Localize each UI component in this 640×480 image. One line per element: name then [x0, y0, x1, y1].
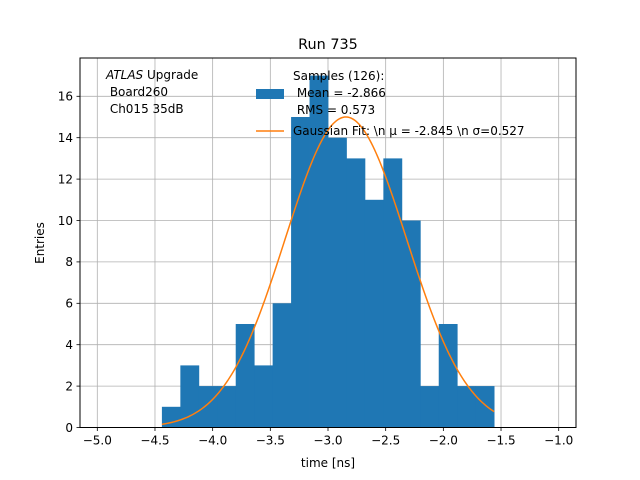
x-tick-label: −4.0	[198, 434, 227, 448]
y-tick-label: 12	[58, 172, 73, 186]
y-axis-label: Entries	[33, 222, 47, 264]
gaussian-fit-curve	[161, 116, 495, 426]
y-tick-label: 2	[65, 379, 73, 393]
histogram-bar	[254, 365, 274, 428]
x-tick-label: −1.0	[544, 434, 573, 448]
y-axis-ticks: 0 2 4 6 8 10 12 14 16	[58, 90, 80, 435]
x-tick-label: −3.5	[256, 434, 285, 448]
x-axis-ticks: −5.0 −4.5 −4.0 −3.5 −3.0 −2.5 −2.0 −1.5 −1.0	[83, 427, 573, 448]
histogram-bar	[364, 199, 384, 428]
x-tick-label: −3.0	[313, 434, 342, 448]
y-tick-label: 10	[58, 214, 73, 228]
legend-samples-swatch	[256, 89, 284, 99]
fit-curve-group	[161, 116, 495, 426]
histogram-bar	[475, 386, 495, 428]
y-tick-label: 0	[65, 421, 73, 435]
y-tick-label: 8	[65, 255, 73, 269]
histogram-bars	[161, 75, 495, 428]
histogram-bar	[309, 75, 329, 428]
legend-fit-label: Gaussian Fit: \n μ = -2.845 \n σ=0.527	[293, 124, 525, 138]
annotation-upgrade: Upgrade	[143, 68, 198, 82]
x-tick-label: −2.5	[371, 434, 400, 448]
histogram-bar	[198, 386, 218, 428]
histogram-bar	[235, 323, 255, 428]
histogram-bar	[161, 406, 181, 428]
atlas-annotation: ATLAS Upgrade Board260 Ch015 35dB	[105, 68, 198, 116]
annotation-line-2: Board260	[106, 85, 168, 99]
histogram-bar	[346, 158, 366, 428]
histogram-bar	[217, 386, 237, 428]
x-axis-label: time [ns]	[301, 456, 355, 470]
histogram-bar	[291, 116, 310, 428]
x-tick-label: −4.5	[140, 434, 169, 448]
legend-samples-line-3: RMS = 0.573	[293, 103, 375, 117]
x-tick-label: −2.0	[429, 434, 458, 448]
legend-samples-line-2: Mean = -2.866	[293, 86, 386, 100]
annotation-line-1: ATLAS Upgrade	[105, 68, 198, 82]
legend-samples-line-1: Samples (126):	[293, 69, 384, 83]
annotation-atlas: ATLAS	[105, 68, 144, 82]
y-tick-label: 14	[58, 131, 73, 145]
annotation-line-3: Ch015 35dB	[106, 102, 184, 116]
chart-title: Run 735	[298, 37, 358, 53]
histogram-bar	[180, 365, 200, 428]
histogram-bar	[272, 303, 292, 428]
histogram-bar	[383, 158, 403, 428]
histogram-bar	[457, 386, 477, 428]
histogram-bar	[328, 137, 347, 428]
y-tick-label: 6	[65, 297, 73, 311]
x-tick-label: −1.5	[486, 434, 515, 448]
y-tick-label: 4	[65, 338, 73, 352]
legend: Samples (126): Mean = -2.866 RMS = 0.573…	[256, 69, 525, 138]
y-tick-label: 16	[58, 90, 73, 104]
histogram-bar	[438, 323, 458, 428]
x-tick-label: −5.0	[83, 434, 112, 448]
histogram-bar	[401, 220, 421, 428]
histogram-bar	[420, 386, 440, 428]
